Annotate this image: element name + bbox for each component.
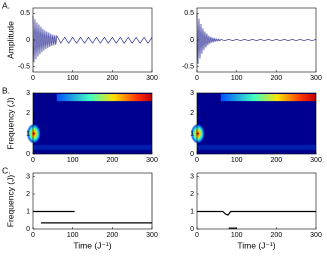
y-tick-label: 2 [190,110,194,117]
y-tick-label: 1 [190,131,194,138]
x-tick-label: 100 [231,75,243,82]
y-tick-label: 0.5 [20,10,30,17]
x-tick-label: 0 [31,157,35,164]
y-axis-label: Frequency (J) [5,97,15,150]
y-axis-label: Amplitude [5,21,15,59]
panel-label: B. [2,85,10,95]
y-tick-label: 1 [26,208,30,215]
x-tick-label: 200 [270,75,282,82]
x-tick-label: 0 [31,232,35,239]
y-tick-label: -0.5 [18,64,30,71]
axes-box [32,92,153,155]
series-line [197,210,316,216]
heatmap-strip [56,94,152,102]
x-tick-label: 200 [106,75,118,82]
axes-box [196,92,317,155]
y-axis-label: Frequency (J) [5,175,15,228]
heatmap-bg [33,93,152,154]
y-tick-label: 1 [26,131,30,138]
heatmap-band [197,144,316,150]
x-tick-label: 200 [270,157,282,164]
x-tick-label: 0 [195,157,199,164]
y-tick-label: 3 [190,90,194,97]
y-tick-label: 0 [190,226,194,233]
y-tick-label: 0 [190,151,194,158]
y-tick-label: -0.5 [182,64,194,71]
y-tick-label: 0 [26,37,30,44]
y-tick-label: 3 [26,173,30,180]
series-line [32,15,153,63]
x-tick-label: 100 [231,232,243,239]
panel-label: C. [2,165,11,175]
axes-box [196,172,317,230]
y-tick-label: 2 [26,110,30,117]
x-tick-label: 300 [310,75,322,82]
x-tick-label: 200 [270,232,282,239]
y-tick-label: 1 [190,208,194,215]
x-tick-label: 300 [146,75,158,82]
x-tick-label: 100 [67,232,79,239]
y-tick-label: 3 [190,173,194,180]
x-tick-label: 100 [67,157,79,164]
x-tick-label: 300 [310,232,322,239]
x-tick-label: 300 [146,232,158,239]
x-tick-label: 300 [310,157,322,164]
x-tick-label: 0 [195,232,199,239]
y-tick-label: 3 [26,90,30,97]
y-tick-label: 0 [26,151,30,158]
x-tick-label: 0 [195,75,199,82]
x-axis-label: Time (J⁻¹) [73,240,111,250]
x-axis-label: Time (J⁻¹) [237,240,275,250]
y-tick-label: 0 [190,37,194,44]
axes-box [32,172,153,230]
y-tick-label: 2 [26,191,30,198]
x-tick-label: 200 [106,232,118,239]
heatmap-band [33,144,152,150]
heatmap-bg [197,93,316,154]
y-tick-label: 2 [190,191,194,198]
heatmap-strip [220,94,316,102]
y-tick-label: 0.5 [184,10,194,17]
y-tick-label: 0 [26,226,30,233]
x-tick-label: 100 [231,157,243,164]
x-tick-label: 100 [67,75,79,82]
series-line [196,13,317,65]
x-tick-label: 300 [146,157,158,164]
panel-label: A. [2,0,10,10]
x-tick-label: 200 [106,157,118,164]
x-tick-label: 0 [31,75,35,82]
